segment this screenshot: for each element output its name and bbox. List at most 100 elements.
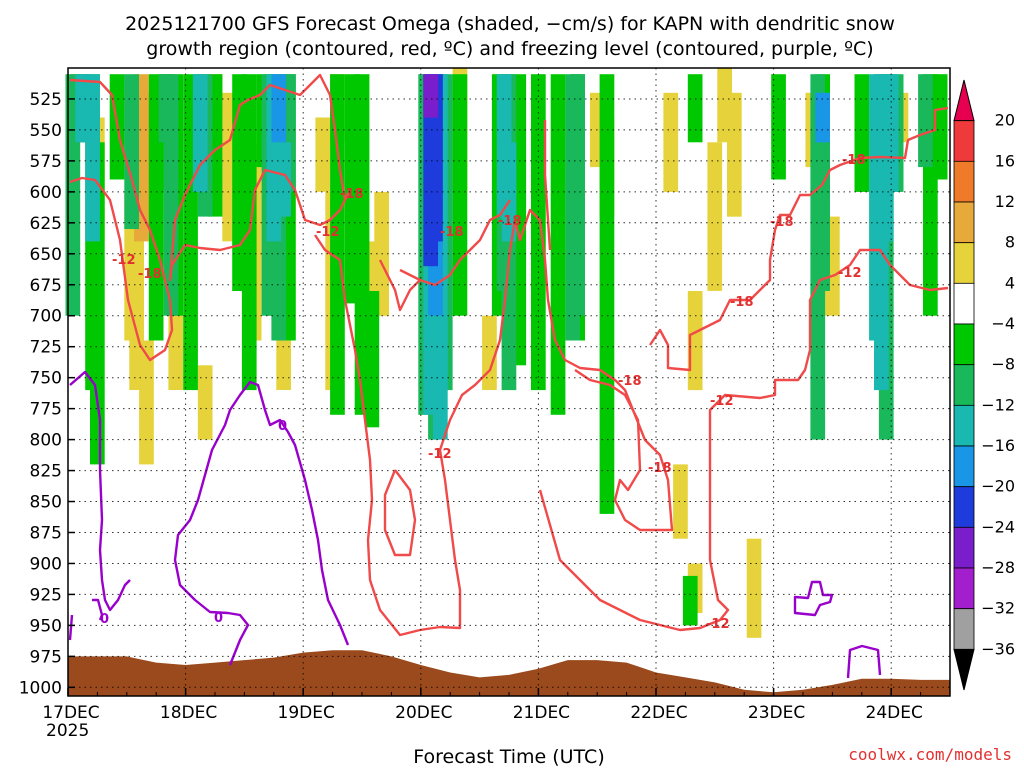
dgz-contour-c [399, 199, 511, 287]
omega-cell [771, 74, 786, 180]
colorbar-tick-label: −4 [991, 314, 1015, 333]
omega-cell [423, 74, 438, 118]
colorbar-tick-label: 20 [995, 111, 1015, 130]
omega-cell [687, 74, 703, 143]
colorbar-bin [953, 201, 975, 244]
x-tick-label: 24DEC [866, 703, 923, 723]
contour-label: -18 [440, 225, 464, 240]
x-tick-label: 22DEC [630, 703, 687, 723]
y-tick-label: 975 [30, 647, 62, 667]
colorbar-tick-label: −16 [981, 436, 1015, 455]
omega-shading [65, 68, 948, 638]
colorbar-bin [953, 364, 975, 406]
colorbar-tick-label: 16 [995, 151, 1015, 170]
y-tick-label: 850 [30, 493, 62, 513]
colorbar-bin [953, 242, 975, 284]
dgz-contour-e [383, 469, 417, 557]
contour-label: 0 [278, 419, 287, 434]
omega-cell [918, 74, 933, 168]
omega-cell [673, 464, 688, 539]
dgz-contour-d [378, 259, 421, 312]
colorbar-tick-label: −12 [981, 395, 1015, 414]
freezing-contour-c [68, 614, 74, 641]
colorbar-bin [953, 404, 975, 447]
y-tick-label: 625 [30, 214, 62, 234]
y-tick-label: 825 [30, 462, 62, 482]
freezing-contour-e [793, 580, 834, 617]
freezing-contour-a [69, 370, 131, 612]
colorbar-bin [953, 608, 975, 650]
omega-cell [687, 291, 703, 391]
colorbar-tick-label: −36 [981, 639, 1015, 658]
omega-cell [271, 74, 287, 143]
freezing-contour-f [846, 644, 882, 679]
y-tick-label: 550 [30, 121, 62, 141]
freezing-level-contours [68, 370, 882, 679]
x-tick-label: 18DEC [160, 703, 217, 723]
y-tick-label: 575 [30, 152, 62, 172]
y-tick-label: 650 [30, 245, 62, 265]
omega-cell [531, 74, 546, 391]
colorbar-top-arrow [953, 79, 975, 122]
x-tick-label: 17DEC [42, 703, 99, 723]
y-tick-label: 775 [30, 400, 62, 420]
y-tick-label: 800 [30, 431, 62, 451]
colorbar-tick-label: 4 [1005, 273, 1015, 292]
freezing-contour-d [173, 380, 350, 666]
contour-label: 0 [214, 611, 223, 626]
colorbar-tick-label: 8 [1005, 233, 1015, 252]
contour-label: -12 [316, 225, 340, 240]
y-axis: 525 550 575 600 625 650 675 700 725 750 775 800 825 8… [19, 90, 75, 698]
y-tick-label: 900 [30, 554, 62, 574]
omega-cell [276, 142, 291, 217]
contour-label: -18 [770, 215, 794, 230]
y-tick-label: 600 [30, 183, 62, 203]
y-tick-label: 1000 [19, 678, 62, 698]
colorbar-bin [953, 445, 975, 488]
freezing-contour-b [92, 598, 104, 621]
colorbar: 20 16 12 8 4 −4 −8 −12 −16 −20 −24 −28 −32 −36 [953, 79, 1015, 691]
colorbar-bin [953, 120, 975, 162]
omega-cell [139, 340, 154, 465]
omega-cell [570, 74, 585, 316]
dgz-contour-a [168, 73, 352, 282]
omega-cell [707, 142, 723, 291]
colorbar-tick-label: 12 [995, 192, 1015, 211]
chart-title-line2: growth region (contoured, red, ºC) and f… [146, 38, 873, 60]
colorbar-tick-label: −20 [981, 477, 1015, 496]
x-tick-label: 20DEC [395, 703, 452, 723]
contour-labels: -18 -18 -12 -18 -18 -12 -18 -18 -12 -18 … [100, 153, 866, 632]
contour-label: -18 [138, 267, 162, 282]
contour-label: -12 [838, 266, 862, 281]
x-tick-year: 2025 [46, 721, 89, 741]
dgz-contour-left [69, 78, 174, 362]
colorbar-bin [953, 160, 975, 203]
dgz-contour-f [538, 248, 949, 632]
x-axis: 17DEC 18DEC 19DEC 20DEC 21DEC 22DEC 23DEC 24DEC… [42, 688, 923, 741]
omega-cell [663, 92, 679, 192]
omega-cell [682, 575, 698, 626]
omega-cell [482, 315, 497, 390]
contour-label: -12 [112, 253, 136, 268]
gridlines [67, 68, 950, 696]
y-tick-label: 525 [30, 90, 62, 110]
y-tick-label: 750 [30, 369, 62, 389]
dgz-contour-h [543, 120, 552, 251]
colorbar-tick-label: −32 [981, 599, 1015, 618]
omega-cell [452, 74, 468, 316]
omega-cell [85, 74, 100, 242]
y-tick-label: 725 [30, 338, 62, 358]
contour-label: -18 [730, 295, 754, 310]
contour-label: -18 [842, 153, 866, 168]
contour-label: 0 [100, 612, 109, 627]
omega-cell [163, 74, 179, 316]
omega-cell [932, 74, 948, 180]
colorbar-bin [953, 323, 975, 366]
x-axis-label: Forecast Time (UTC) [413, 746, 604, 768]
omega-cell [550, 74, 566, 415]
colorbar-bin [953, 486, 975, 528]
contour-label: -12 [706, 617, 730, 632]
omega-cell [330, 74, 345, 415]
y-tick-label: 925 [30, 585, 62, 605]
